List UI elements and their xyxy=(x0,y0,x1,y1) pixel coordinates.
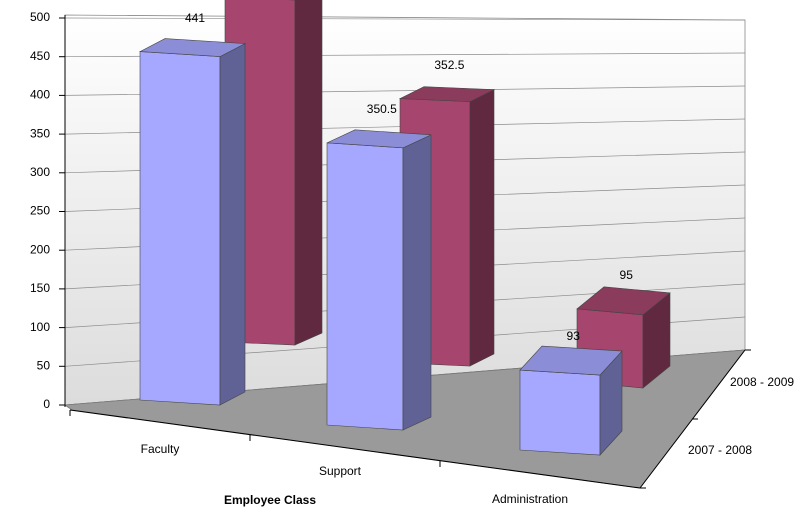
y-tick-label: 350 xyxy=(30,126,50,140)
y-tick-label: 200 xyxy=(30,242,50,256)
y-tick-label: 0 xyxy=(43,397,50,411)
y-tick-label: 300 xyxy=(30,165,50,179)
bar-top xyxy=(576,286,671,316)
bar-front xyxy=(519,369,601,456)
y-tick-label: 450 xyxy=(30,49,50,63)
grid-line xyxy=(64,17,746,21)
value-label: 95 xyxy=(620,268,634,282)
y-tick-label: 250 xyxy=(30,204,50,218)
bar-side xyxy=(402,134,432,431)
value-label: 93 xyxy=(567,329,581,343)
depth-tick-label: 2008 - 2009 xyxy=(730,375,794,389)
bar-front xyxy=(326,142,404,431)
value-label: 352.5 xyxy=(434,58,464,72)
x-axis-title: Employee Class xyxy=(224,493,316,507)
y-tick-label: 150 xyxy=(30,281,50,295)
bar-top xyxy=(326,129,432,149)
bar-side xyxy=(294,0,323,346)
bar-side xyxy=(219,43,246,406)
bar-side xyxy=(469,89,495,367)
x-tick-label: Support xyxy=(319,464,362,478)
bar-front xyxy=(139,51,221,406)
x-tick-label: Faculty xyxy=(141,442,180,456)
y-tick-label: 400 xyxy=(30,88,50,102)
x-tick-label: Administration xyxy=(492,492,568,506)
y-tick-label: 50 xyxy=(37,358,51,372)
category-axis xyxy=(69,409,641,489)
bar-top xyxy=(138,38,247,57)
bar-top xyxy=(398,86,496,102)
bar-top xyxy=(519,345,623,376)
value-label: 441 xyxy=(185,11,205,25)
y-tick-label: 500 xyxy=(30,10,50,24)
y-tick-label: 100 xyxy=(30,320,50,334)
value-label: 350.5 xyxy=(367,102,397,116)
depth-tick-label: 2007 - 2008 xyxy=(688,443,752,457)
